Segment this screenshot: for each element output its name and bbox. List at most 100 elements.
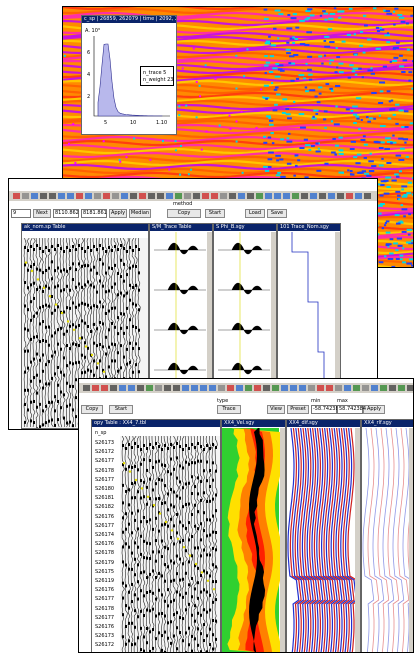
- attribute-cell: [352, 106, 358, 108]
- wavelet-fill: [188, 583, 190, 586]
- seismic-trace: [158, 436, 160, 652]
- button[interactable]: Copy: [167, 209, 201, 218]
- wavelet-fill: [143, 481, 145, 484]
- wavelet-fill: [81, 371, 83, 374]
- toolbar-icon: [319, 193, 326, 199]
- button[interactable]: Preset: [287, 405, 309, 414]
- attribute-cell: [359, 45, 363, 47]
- attribute-cell: [291, 17, 297, 19]
- wavelet-fill: [27, 249, 29, 252]
- attribute-cell: [182, 67, 184, 69]
- button[interactable]: Copy: [81, 405, 103, 414]
- attribute-cell: [178, 105, 180, 107]
- attribute-cell: [407, 49, 410, 51]
- attribute-cell: [394, 8, 398, 10]
- wavelet-fill: [134, 496, 136, 499]
- wavelet-fill: [81, 319, 83, 322]
- toolbar-icon: [326, 385, 333, 391]
- attribute-cell: [265, 98, 268, 100]
- wavelet-fill: [90, 330, 92, 333]
- wavelet-fill: [45, 246, 47, 249]
- wavelet-fill: [126, 273, 128, 276]
- wavelet-fill: [173, 524, 175, 527]
- button[interactable]: Apply: [109, 209, 127, 218]
- button[interactable]: Start: [205, 209, 225, 218]
- wavelet-fill: [164, 464, 166, 467]
- attribute-cell: [353, 114, 357, 116]
- button[interactable]: Apply: [363, 405, 385, 414]
- wavelet-fill: [129, 246, 131, 249]
- attribute-cell: [278, 13, 283, 15]
- wavelet-fill: [203, 529, 205, 532]
- wavelet-fill: [42, 409, 44, 412]
- input-field[interactable]: 9: [11, 209, 31, 218]
- wavelet-fill: [173, 579, 175, 582]
- wavelet-fill: [152, 569, 154, 572]
- wavelet-fill: [111, 267, 113, 270]
- wavelet-fill: [140, 479, 142, 482]
- wavelet-fill: [209, 469, 211, 472]
- attribute-cell: [133, 137, 135, 139]
- button[interactable]: Save: [267, 209, 287, 218]
- toolbar-icon: [274, 193, 281, 199]
- toolbar-icon: [265, 193, 272, 199]
- row-label: S26178: [95, 550, 114, 556]
- wavelet-fill: [200, 480, 202, 483]
- wavelet-fill: [194, 637, 196, 640]
- x-tick-label: 1.10: [156, 120, 167, 126]
- wavelet-fill: [39, 403, 41, 406]
- wavelet-fill: [182, 617, 184, 620]
- attribute-cell: [352, 70, 356, 72]
- wavelet-fill: [197, 546, 199, 549]
- wavelet-fill: [36, 268, 38, 271]
- button[interactable]: Median: [129, 209, 151, 218]
- toolbar-icon: [31, 193, 38, 199]
- attribute-cell: [402, 231, 407, 233]
- wavelet-fill: [176, 442, 178, 445]
- wavelet-fill: [212, 515, 214, 518]
- wavelet-fill: [84, 356, 86, 359]
- wavelet-fill: [87, 369, 89, 372]
- min-field[interactable]: -58.742384: [311, 405, 337, 414]
- toolbar-icon: [164, 385, 171, 391]
- button[interactable]: Start: [109, 405, 133, 414]
- attribute-cell: [392, 60, 397, 62]
- pick-marker: [25, 261, 27, 263]
- attribute-cell: [312, 116, 314, 118]
- attribute-cell: [269, 120, 273, 122]
- wavelet-fill: [114, 359, 116, 362]
- wavelet-fill: [57, 266, 59, 269]
- wavelet-fill: [57, 328, 59, 331]
- attribute-cell: [335, 105, 337, 107]
- wavelet-fill: [45, 421, 47, 424]
- button[interactable]: Load: [245, 209, 265, 218]
- wavelet-fill: [158, 460, 160, 463]
- wavelet-fill: [51, 377, 53, 380]
- wavelet-fill: [27, 367, 29, 370]
- attribute-cell: [275, 155, 281, 157]
- wavelet-fill: [45, 382, 47, 385]
- next-button[interactable]: Next: [33, 209, 51, 218]
- wavelet-fill: [122, 560, 124, 563]
- wavelet-fill: [206, 634, 208, 637]
- wavelet-fill: [164, 523, 166, 526]
- max-field[interactable]: 58.742384: [337, 405, 363, 414]
- attribute-cell: [324, 40, 327, 42]
- wavelet-fill: [105, 352, 107, 355]
- attribute-cell: [356, 118, 359, 120]
- wavelet-fill: [161, 593, 163, 596]
- attribute-cell: [74, 162, 76, 164]
- input-field[interactable]: 8110.862: [53, 209, 79, 218]
- row-label: S26172: [95, 642, 114, 648]
- attribute-cell: [378, 213, 382, 215]
- button[interactable]: Trace: [217, 405, 241, 414]
- input-field[interactable]: 8181.861: [81, 209, 107, 218]
- wavelet-fill: [54, 331, 56, 334]
- wavelet-fill: [66, 306, 68, 309]
- button[interactable]: View: [267, 405, 285, 414]
- attribute-cell: [363, 135, 366, 137]
- wavelet-fill: [134, 573, 136, 576]
- wavelet-fill: [66, 344, 68, 347]
- wavelet-fill: [137, 636, 139, 639]
